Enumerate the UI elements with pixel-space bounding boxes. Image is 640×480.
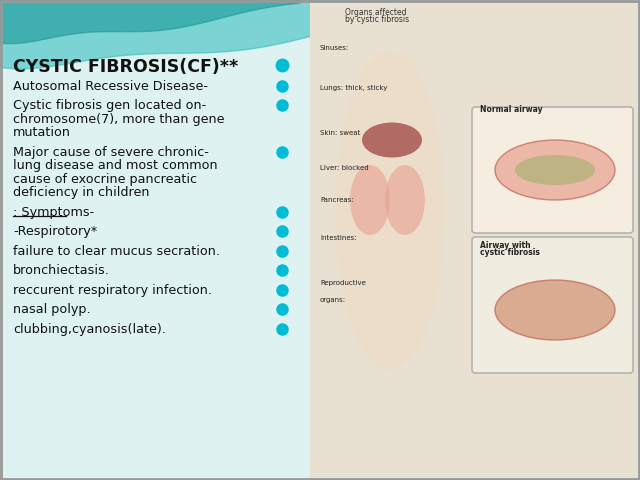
Text: failure to clear mucus secration.: failure to clear mucus secration. xyxy=(13,245,220,258)
Polygon shape xyxy=(0,0,400,69)
Text: mutation: mutation xyxy=(13,126,71,139)
Text: bronchiectasis.: bronchiectasis. xyxy=(13,264,110,277)
Text: deficiency in children: deficiency in children xyxy=(13,186,150,199)
FancyBboxPatch shape xyxy=(472,237,633,373)
Text: lung disease and most common: lung disease and most common xyxy=(13,159,218,172)
Text: Intestines:: Intestines: xyxy=(320,235,356,241)
Text: Autosomal Recessive Disease-: Autosomal Recessive Disease- xyxy=(13,80,208,93)
FancyBboxPatch shape xyxy=(472,107,633,233)
Ellipse shape xyxy=(335,50,445,370)
Text: organs:: organs: xyxy=(320,297,346,303)
Polygon shape xyxy=(0,0,300,44)
Text: Skin: sweat: Skin: sweat xyxy=(320,130,360,136)
Ellipse shape xyxy=(495,140,615,200)
Text: by cystic fibrosis: by cystic fibrosis xyxy=(345,15,409,24)
Bar xyxy=(310,2,638,478)
Ellipse shape xyxy=(515,155,595,185)
Text: chromosome(7), more than gene: chromosome(7), more than gene xyxy=(13,113,225,126)
Ellipse shape xyxy=(385,165,425,235)
Text: cause of exocrine pancreatic: cause of exocrine pancreatic xyxy=(13,173,197,186)
Text: Sinuses:: Sinuses: xyxy=(320,45,349,51)
Text: Normal airway: Normal airway xyxy=(480,105,543,114)
Text: cystic fibrosis: cystic fibrosis xyxy=(480,248,540,257)
Text: Cystic fibrosis gen located on-: Cystic fibrosis gen located on- xyxy=(13,99,206,112)
Text: Major cause of severe chronic-: Major cause of severe chronic- xyxy=(13,145,209,158)
Ellipse shape xyxy=(350,165,390,235)
Ellipse shape xyxy=(362,122,422,157)
Text: Airway with: Airway with xyxy=(480,241,531,250)
Ellipse shape xyxy=(495,280,615,340)
Text: Liver: blocked: Liver: blocked xyxy=(320,165,369,171)
Text: reccurent respiratory infection.: reccurent respiratory infection. xyxy=(13,284,212,297)
Text: Reproductive: Reproductive xyxy=(320,280,366,286)
Text: CYSTIC FIBROSIS(CF)**: CYSTIC FIBROSIS(CF)** xyxy=(13,58,238,76)
Text: Lungs: thick, sticky: Lungs: thick, sticky xyxy=(320,85,387,91)
Text: nasal polyp.: nasal polyp. xyxy=(13,303,91,316)
Text: Pancreas:: Pancreas: xyxy=(320,197,354,203)
Text: clubbing,cyanosis(late).: clubbing,cyanosis(late). xyxy=(13,323,166,336)
Text: Organs affected: Organs affected xyxy=(345,8,406,17)
Text: : Symptoms-: : Symptoms- xyxy=(13,205,94,218)
Text: -Respirotory*: -Respirotory* xyxy=(13,225,97,238)
